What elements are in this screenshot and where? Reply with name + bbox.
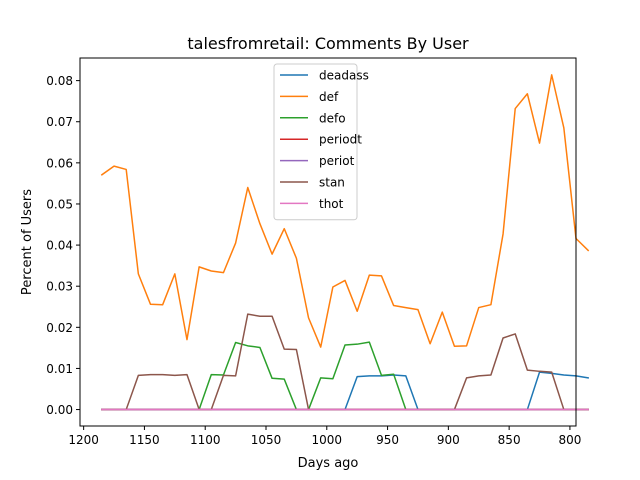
x-tick-label: 900 xyxy=(437,433,460,447)
y-tick-label: 0.02 xyxy=(46,321,73,335)
legend-label-periodt: periodt xyxy=(319,133,362,147)
y-tick-label: 0.06 xyxy=(46,156,73,170)
series-layer xyxy=(100,74,590,411)
y-tick-label: 0.01 xyxy=(46,362,73,376)
legend-label-def: def xyxy=(319,90,339,104)
x-tick-label: 850 xyxy=(498,433,521,447)
x-tick-label: 1150 xyxy=(129,433,160,447)
legend-label-deadass: deadass xyxy=(319,69,369,83)
y-axis-label: Percent of Users xyxy=(20,189,35,295)
y-tick-label: 0.08 xyxy=(46,74,73,88)
y-tick-label: 0.07 xyxy=(46,115,73,129)
series-line-def xyxy=(100,74,590,348)
y-tick-label: 0.04 xyxy=(46,239,73,253)
x-tick-label: 950 xyxy=(376,433,399,447)
y-tick-label: 0.03 xyxy=(46,280,73,294)
y-axis: 0.00 0.01 0.02 0.03 0.04 0.05 0.06 0.07 0.08 xyxy=(46,74,80,417)
x-tick-label: 1050 xyxy=(251,433,282,447)
chart-title: talesfromretail: Comments By User xyxy=(187,34,469,53)
legend-box xyxy=(273,63,358,221)
legend-label-periot: periot xyxy=(319,154,355,168)
plot-frame xyxy=(79,57,577,427)
legend-label-thot: thot xyxy=(319,197,344,211)
x-axis: 1200 1150 1100 1050 1000 950 900 850 800 xyxy=(68,426,581,447)
x-tick-label: 800 xyxy=(558,433,581,447)
x-tick-label: 1100 xyxy=(190,433,221,447)
y-tick-label: 0.05 xyxy=(46,197,73,211)
x-tick-label: 1000 xyxy=(312,433,343,447)
x-tick-label: 1200 xyxy=(68,433,99,447)
x-axis-label: Days ago xyxy=(298,456,359,471)
y-tick-label: 0.00 xyxy=(46,403,73,417)
legend-label-defo: defo xyxy=(319,111,346,125)
legend: deadass def defo periodt periot stan thot xyxy=(273,63,369,221)
legend-label-stan: stan xyxy=(319,176,345,190)
